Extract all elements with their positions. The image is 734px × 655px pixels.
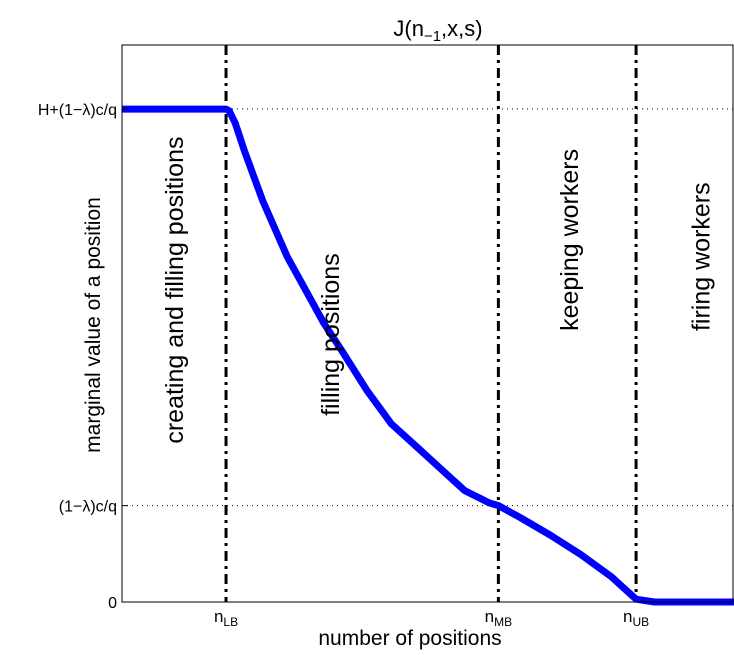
region-label: keeping workers [556, 149, 584, 331]
plot-frame [121, 44, 734, 603]
y-tick-label: (1−λ)c/q [59, 499, 117, 516]
y-tick-label: 0 [108, 595, 117, 612]
x-axis-ticks: nLB nMB nUB [214, 607, 649, 629]
region-label: filling positions [317, 253, 345, 416]
chart-title: J(n−1,x,s) [393, 16, 482, 45]
x-axis-label: number of positions [318, 627, 501, 650]
y-axis-ticks: 0 (1−λ)c/q H+(1−λ)c/q [38, 102, 128, 612]
x-tick-label: nLB [214, 607, 238, 629]
y-tick-label: H+(1−λ)c/q [38, 102, 117, 119]
region-label: firing workers [687, 182, 715, 331]
region-label: creating and filling positions [161, 137, 189, 444]
y-axis-label: marginal value of a position [82, 197, 105, 453]
grid-lines [122, 108, 734, 603]
x-tick-label: nMB [485, 607, 512, 629]
region-labels: creating and filling positions filling po… [161, 137, 715, 444]
series-line [122, 105, 734, 606]
x-tick-label: nUB [623, 607, 649, 629]
